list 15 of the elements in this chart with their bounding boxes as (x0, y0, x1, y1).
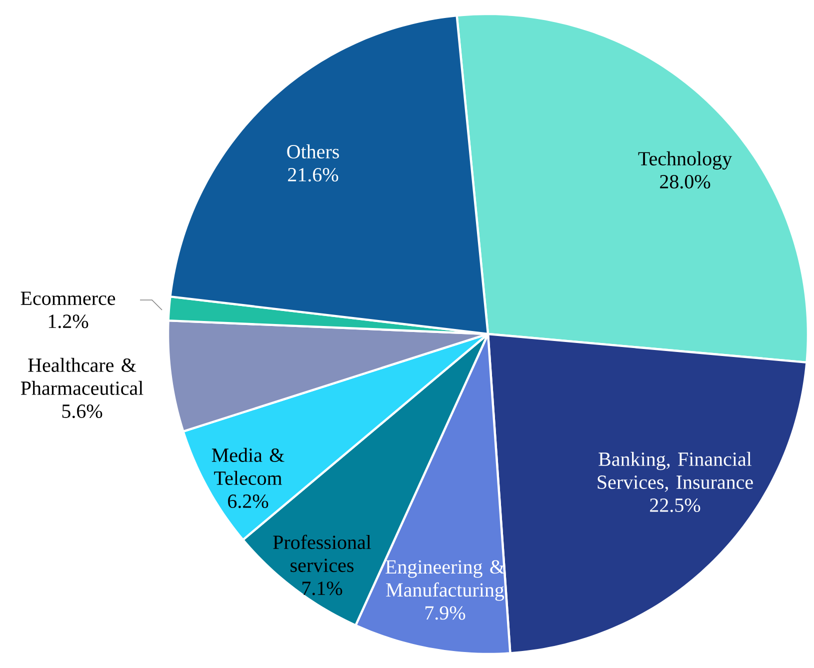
slice-label: Ecommerce (20, 292, 116, 306)
slice-label: Healthcare & Pharmaceutical (20, 358, 144, 395)
data-label: 1.2% (48, 314, 88, 328)
data-label: 5.6% (62, 404, 102, 418)
data-label: 7.1% (302, 582, 342, 596)
data-label: 21.6% (288, 168, 338, 182)
data-label: 22.5% (650, 498, 700, 512)
slice-label: Banking, Financial Services, Insurance (598, 452, 753, 492)
slice-label: Technology (638, 151, 732, 170)
slice-label: Others (287, 144, 339, 158)
data-label: 28.0% (660, 174, 710, 189)
data-label: 7.9% (425, 606, 466, 620)
data-label: 6.2% (228, 494, 268, 508)
slice-label: Media & Telecom (212, 448, 284, 485)
slice-label: Professional services (273, 534, 372, 572)
